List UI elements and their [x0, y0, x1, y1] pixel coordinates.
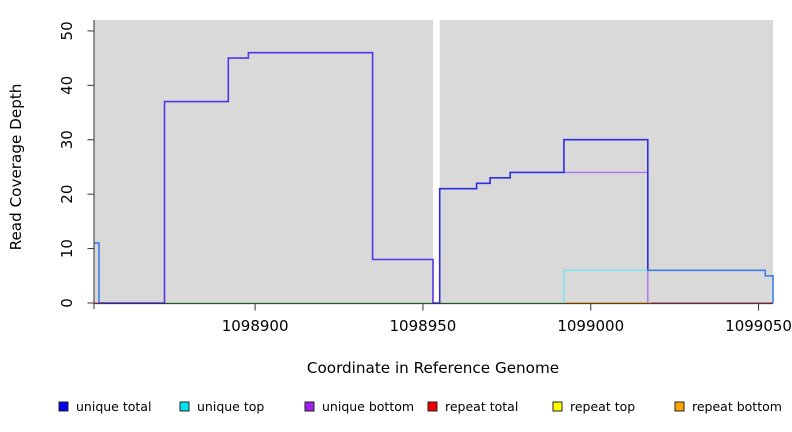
coverage-gap-band	[432, 20, 440, 304]
gap-band-rect	[432, 20, 440, 304]
x-tick-label: 1098900	[222, 317, 289, 335]
legend-item: repeat total	[427, 399, 518, 414]
legend-item: unique top	[179, 399, 264, 414]
x-tick-label: 1099000	[557, 317, 624, 335]
legend-label: unique bottom	[322, 399, 414, 414]
unique-total-left-cap-line	[94, 242, 100, 303]
y-tick-label: 30	[58, 130, 76, 149]
unique-top-line	[563, 269, 648, 303]
legend-label: unique total	[76, 399, 151, 414]
legend-label: repeat top	[570, 399, 635, 414]
legend-label: repeat total	[445, 399, 518, 414]
y-tick-label: 50	[58, 21, 76, 40]
legend-swatch-repeat-bottom	[674, 401, 685, 412]
x-tick-label: 1098950	[390, 317, 457, 335]
y-tick-label: 20	[58, 185, 76, 204]
x-axis-title: Coordinate in Reference Genome	[307, 359, 559, 377]
y-tick-label: 40	[58, 76, 76, 95]
legend-swatch-repeat-total	[427, 401, 438, 412]
legend-item: repeat top	[552, 399, 635, 414]
legend-item: repeat bottom	[674, 399, 782, 414]
legend-swatch-unique-total	[58, 401, 69, 412]
legend-label: unique top	[197, 399, 264, 414]
legend-swatch-unique-bottom	[304, 401, 315, 412]
legend-item: unique bottom	[304, 399, 414, 414]
unique-total-right-end-line	[647, 269, 774, 303]
series-lines	[94, 51, 774, 304]
x-tick-label: 1099050	[725, 317, 792, 335]
y-tick-label: 0	[58, 298, 76, 308]
axes: 0 10 20 30 40 50 1098900 1098950 1099000 1099050	[58, 20, 792, 335]
legend-swatch-repeat-top	[552, 401, 563, 412]
unique-total-right-line	[438, 138, 649, 303]
y-axis-title: Read Coverage Depth	[7, 84, 25, 251]
legend-label: repeat bottom	[692, 399, 782, 414]
unique-total-left-line	[99, 51, 440, 304]
legend-item: unique total	[58, 399, 151, 414]
legend-swatch-unique-top	[179, 401, 190, 412]
y-tick-label: 10	[58, 239, 76, 258]
legend: unique total unique top unique bottom repea…	[58, 399, 782, 414]
